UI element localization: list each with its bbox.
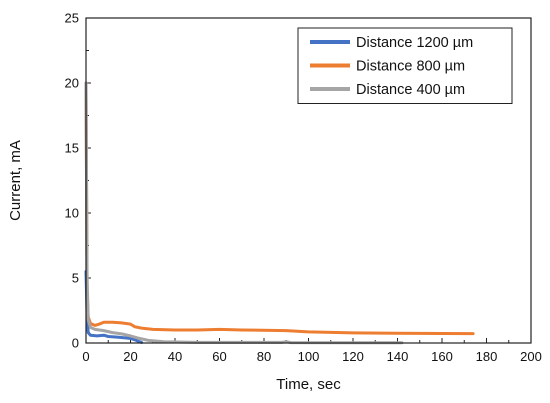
x-axis-title: Time, sec bbox=[276, 376, 341, 393]
series-line-2 bbox=[84, 81, 475, 336]
plot-frame bbox=[85, 17, 532, 344]
x-tick-label: 100 bbox=[298, 349, 320, 364]
x-tick-label: 200 bbox=[520, 349, 542, 364]
series-line-1 bbox=[84, 270, 144, 344]
series-line-3 bbox=[84, 81, 404, 345]
y-tick-label: 20 bbox=[65, 76, 79, 91]
y-tick-label: 0 bbox=[72, 336, 79, 351]
legend-label: Distance 1200 µm bbox=[356, 35, 473, 51]
y-axis-title: Current, mA bbox=[7, 140, 24, 221]
legend-label: Distance 800 µm bbox=[356, 59, 465, 75]
legend-label: Distance 400 µm bbox=[356, 82, 465, 98]
x-tick-label: 180 bbox=[476, 349, 498, 364]
y-tick-label: 15 bbox=[65, 141, 79, 156]
x-tick-label: 80 bbox=[257, 349, 271, 364]
y-tick-label: 5 bbox=[72, 271, 79, 286]
y-tick-label: 10 bbox=[65, 206, 79, 221]
series-layer bbox=[84, 81, 475, 345]
x-axis-ticks: 0 20 40 60 80 100 120 140 160 180 200 bbox=[82, 338, 542, 364]
y-tick-label: 25 bbox=[65, 11, 79, 26]
legend: Distance 1200 µm Distance 800 µm Distance … bbox=[297, 27, 513, 104]
x-tick-label: 140 bbox=[387, 349, 409, 364]
x-tick-label: 160 bbox=[431, 349, 453, 364]
x-tick-label: 120 bbox=[342, 349, 364, 364]
x-tick-label: 40 bbox=[168, 349, 182, 364]
x-tick-label: 60 bbox=[212, 349, 226, 364]
x-tick-label: 0 bbox=[82, 349, 89, 364]
x-tick-label: 20 bbox=[123, 349, 137, 364]
